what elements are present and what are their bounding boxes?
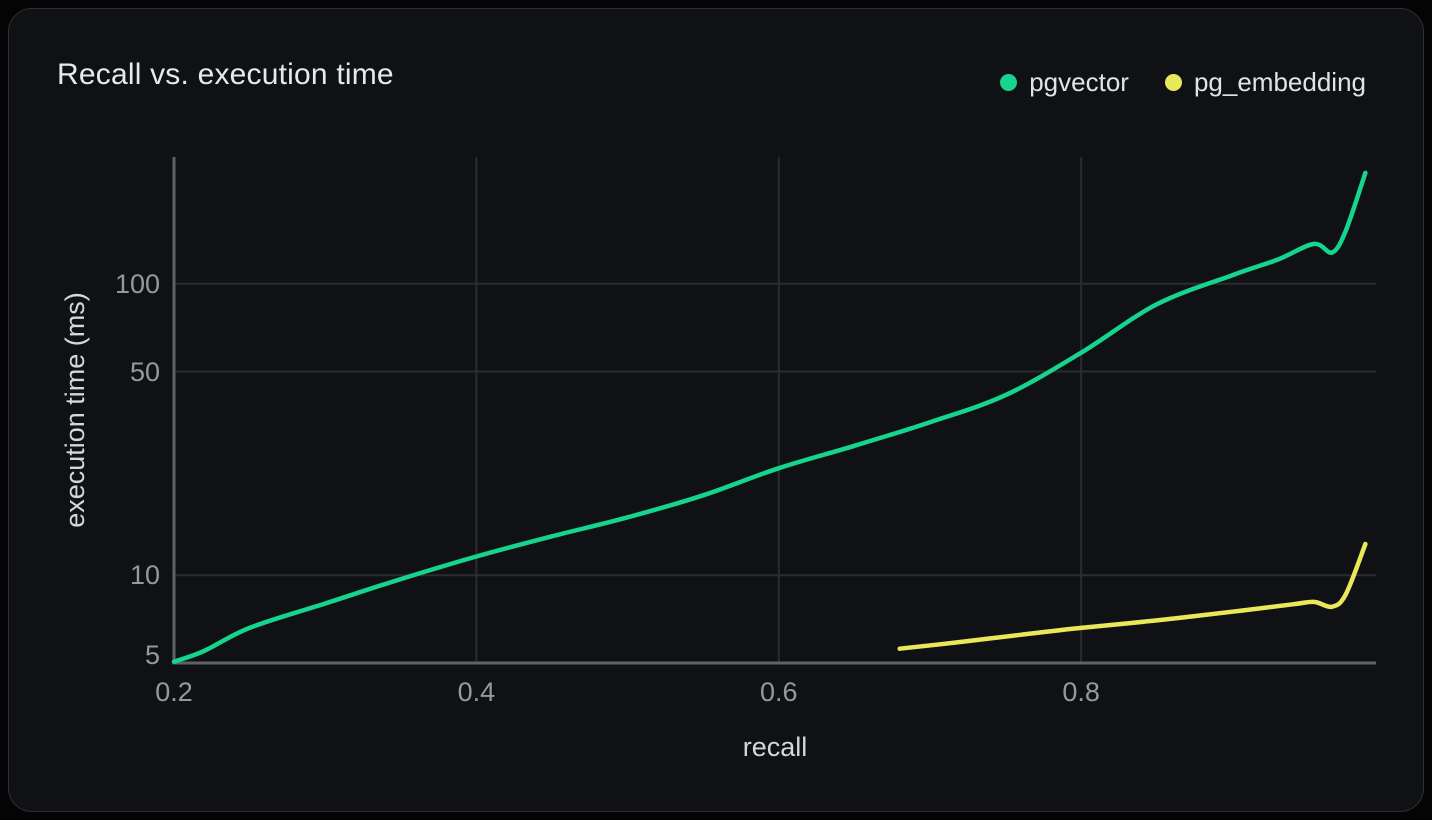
pgvector-series-dot-icon: [1000, 73, 1018, 91]
legend-item-pgvector[interactable]: pgvector: [1000, 66, 1129, 98]
x-tick-label-0-2: 0.2: [155, 677, 193, 707]
y-tick-label-100: 100: [114, 268, 160, 299]
y-tick-label-5: 5: [144, 640, 160, 670]
pg-embedding-series-dot-icon: [1164, 73, 1182, 91]
y-tick-label-50: 50: [129, 356, 160, 387]
x-tick-label-0-6: 0.6: [759, 677, 798, 707]
legend: pgvector pg_embedding: [1000, 66, 1366, 98]
x-tick-label-0-8: 0.8: [1062, 677, 1100, 707]
series-line-pgvector: [171, 170, 1368, 664]
y-axis-title: execution time (ms): [60, 292, 90, 528]
legend-label-pg-embedding: pg_embedding: [1193, 67, 1366, 97]
chart-title: Recall vs. execution time: [57, 58, 394, 91]
legend-item-pg-embedding[interactable]: pg_embedding: [1164, 66, 1366, 98]
series-line-pg_embedding: [897, 541, 1368, 651]
legend-label-pgvector: pgvector: [1029, 67, 1129, 97]
y-tick-label-10: 10: [129, 560, 160, 591]
x-axis-title: recall: [742, 732, 808, 762]
card-background: [8, 8, 1424, 812]
x-tick-label-0-4: 0.4: [457, 677, 496, 707]
